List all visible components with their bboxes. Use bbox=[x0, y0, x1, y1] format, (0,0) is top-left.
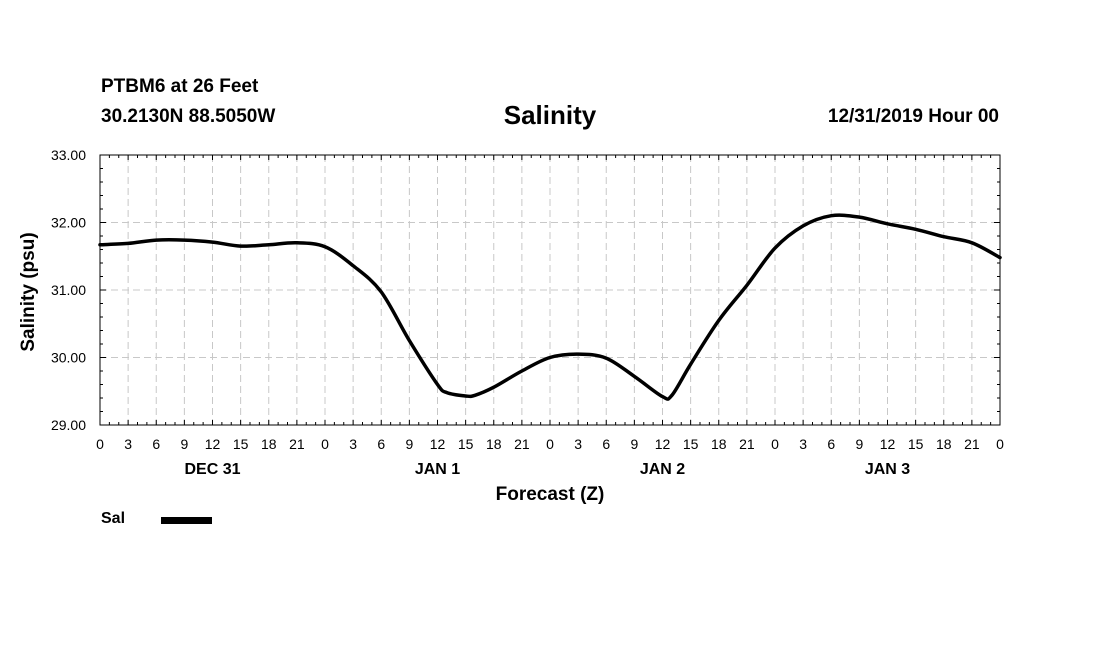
station-label: PTBM6 at 26 Feet bbox=[101, 76, 259, 97]
x-tick-label: 21 bbox=[514, 436, 530, 452]
x-tick-label: 18 bbox=[711, 436, 727, 452]
x-tick-label: 0 bbox=[546, 436, 554, 452]
x-tick-label: 3 bbox=[799, 436, 807, 452]
x-tick-label: 6 bbox=[827, 436, 835, 452]
axes-layer: 0 3 6 9 12 15 18 21 0 3 6 9 12 15 18 21 0 3 6 9 12 15 18 21 0 3 6 9… bbox=[51, 147, 1004, 478]
y-tick-label: 33.00 bbox=[51, 147, 86, 163]
x-tick-label: 0 bbox=[96, 436, 104, 452]
y-tick-label: 31.00 bbox=[51, 282, 86, 298]
x-tick-label: 12 bbox=[880, 436, 896, 452]
y-tick-label: 32.00 bbox=[51, 215, 86, 231]
x-tick-label: 6 bbox=[377, 436, 385, 452]
x-tick-label: 15 bbox=[908, 436, 924, 452]
x-tick-label: 9 bbox=[180, 436, 188, 452]
x-tick-label: 21 bbox=[739, 436, 755, 452]
series-layer bbox=[98, 213, 1002, 401]
x-tick-label: 15 bbox=[683, 436, 699, 452]
y-axis-title: Salinity (psu) bbox=[18, 232, 39, 351]
x-tick-label: 0 bbox=[771, 436, 779, 452]
x-tick-label: 0 bbox=[321, 436, 329, 452]
x-axis-title: Forecast (Z) bbox=[496, 484, 605, 505]
x-tick-label: 18 bbox=[486, 436, 502, 452]
x-day-label: JAN 1 bbox=[415, 461, 460, 478]
x-tick-label: 21 bbox=[289, 436, 305, 452]
x-tick-label: 12 bbox=[205, 436, 221, 452]
x-tick-label: 18 bbox=[261, 436, 277, 452]
series-line-sal bbox=[98, 213, 1002, 401]
x-tick-label: 15 bbox=[458, 436, 474, 452]
x-tick-label: 15 bbox=[233, 436, 249, 452]
y-tick-label: 29.00 bbox=[51, 417, 86, 433]
issued-time-label: 12/31/2019 Hour 00 bbox=[827, 106, 999, 127]
x-tick-label: 12 bbox=[430, 436, 446, 452]
x-tick-label: 12 bbox=[655, 436, 671, 452]
chart-title: Salinity bbox=[503, 100, 597, 130]
legend-swatch bbox=[161, 517, 212, 524]
grid-layer bbox=[100, 155, 1000, 425]
x-tick-label: 3 bbox=[349, 436, 357, 452]
x-tick-label: 3 bbox=[124, 436, 132, 452]
x-day-label: DEC 31 bbox=[184, 461, 240, 478]
x-tick-label: 21 bbox=[964, 436, 980, 452]
x-tick-label: 9 bbox=[630, 436, 638, 452]
y-tick-label: 30.00 bbox=[51, 350, 86, 366]
x-tick-label: 6 bbox=[602, 436, 610, 452]
x-tick-label: 18 bbox=[936, 436, 952, 452]
x-day-label: JAN 3 bbox=[865, 461, 910, 478]
legend-label: Sal bbox=[101, 510, 126, 527]
coordinates-label: 30.2130N 88.5050W bbox=[101, 106, 276, 127]
x-tick-label: 0 bbox=[996, 436, 1004, 452]
x-day-label: JAN 2 bbox=[640, 461, 685, 478]
x-tick-label: 9 bbox=[405, 436, 413, 452]
x-tick-label: 9 bbox=[855, 436, 863, 452]
x-tick-label: 3 bbox=[574, 436, 582, 452]
x-tick-label: 6 bbox=[152, 436, 160, 452]
